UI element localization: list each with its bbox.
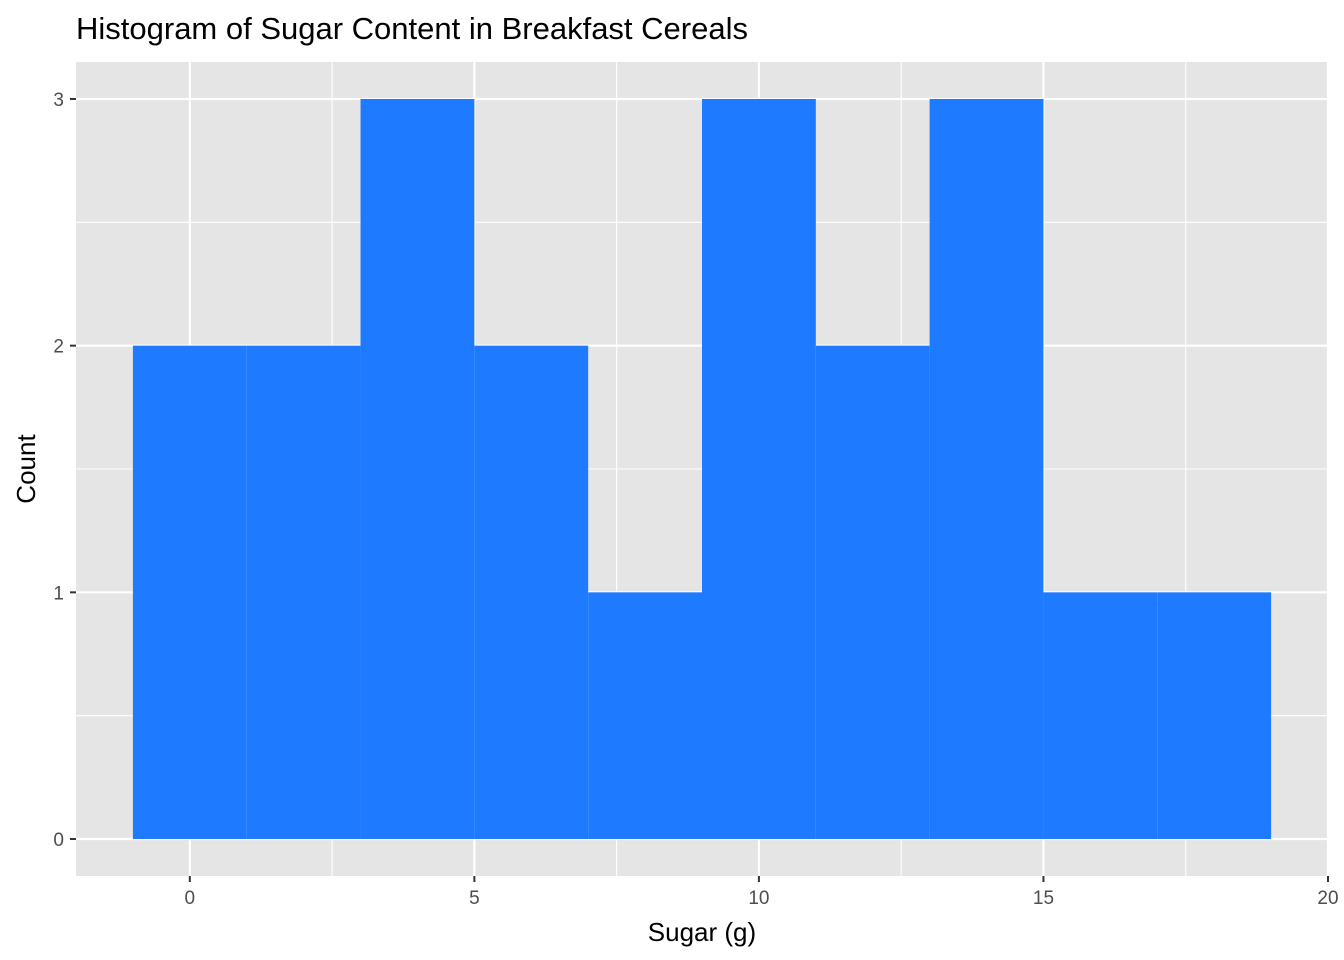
x-tick-label: 15 [1033,888,1054,909]
histogram-bar [702,99,816,839]
chart-title: Histogram of Sugar Content in Breakfast … [76,11,748,46]
histogram-bar [132,345,247,839]
y-tick-label: 3 [53,90,64,111]
histogram-bar [815,345,930,839]
histogram-bar [929,99,1044,839]
histogram-bar [474,345,589,839]
x-axis-title: Sugar (g) [648,917,756,947]
histogram-bar [360,99,475,839]
y-axis-title: Count [11,434,41,504]
histogram-bar [1043,592,1158,839]
x-tick-label: 10 [748,888,769,909]
x-axis-ticks: 0 5 10 15 20 [185,876,1339,909]
x-tick-label: 5 [469,888,480,909]
x-tick-label: 20 [1317,888,1338,909]
histogram-bar [588,592,702,839]
y-tick-label: 1 [53,583,64,604]
x-tick-label: 0 [185,888,196,909]
y-axis-ticks: 0 1 2 3 [53,90,76,851]
y-tick-label: 2 [53,337,64,358]
histogram-bar [246,345,361,839]
histogram-bars [132,99,1272,839]
y-tick-label: 0 [53,830,64,851]
histogram-bar [1157,592,1272,839]
